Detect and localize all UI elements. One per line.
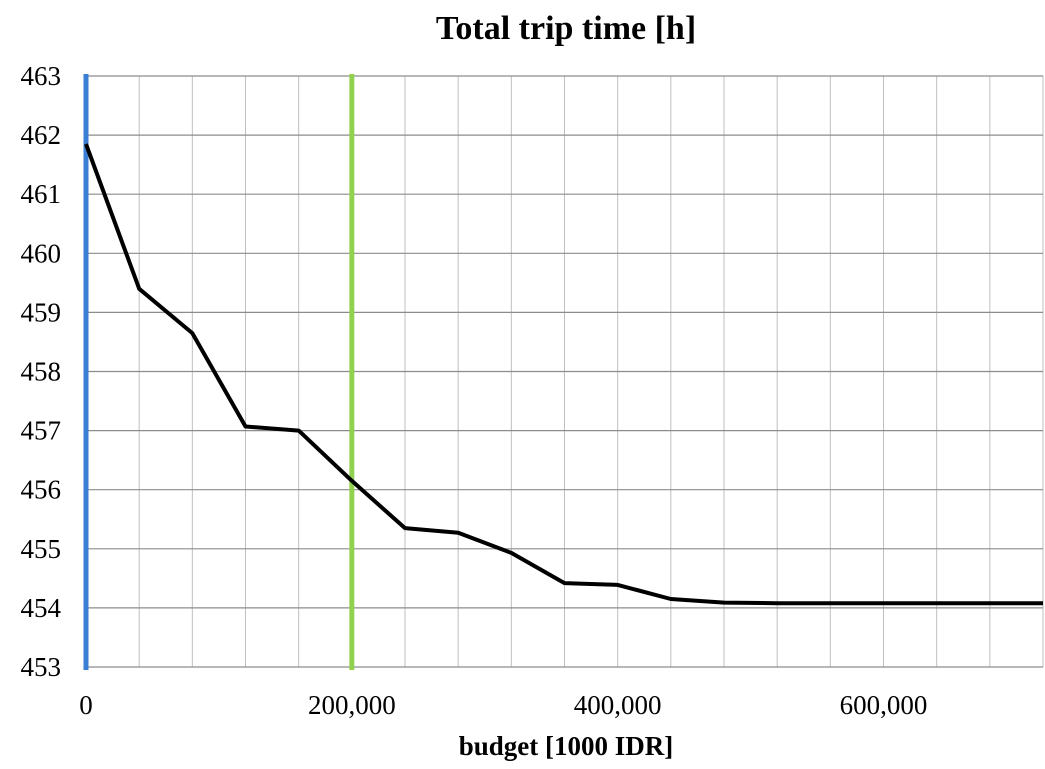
y-tick-label: 458 — [21, 357, 62, 387]
reference-lines — [83, 74, 355, 670]
y-tick-label: 454 — [21, 593, 62, 623]
y-tick-label: 457 — [21, 416, 62, 446]
x-tick-label: 600,000 — [840, 690, 928, 720]
y-tick-label: 453 — [21, 652, 62, 682]
chart-title: Total trip time [h] — [436, 10, 696, 47]
y-tick-label: 462 — [21, 120, 62, 150]
y-tick-label: 456 — [21, 475, 62, 505]
x-tick-label: 200,000 — [308, 690, 396, 720]
y-tick-label: 461 — [21, 179, 62, 209]
series-line — [84, 143, 1043, 606]
x-axis-label: budget [1000 IDR] — [459, 731, 674, 761]
x-tick-label: 0 — [79, 690, 93, 720]
y-tick-label: 460 — [21, 238, 62, 268]
y-tick-label: 455 — [21, 534, 62, 564]
x-tick-label: 400,000 — [574, 690, 662, 720]
y-tick-label: 459 — [21, 297, 62, 327]
series — [84, 143, 1043, 606]
tick-labels: 453 454 455 456 457 458 459 460 461 462 463 0 200,00… — [21, 61, 928, 720]
y-tick-label: 463 — [21, 61, 62, 91]
grid — [85, 75, 1044, 668]
